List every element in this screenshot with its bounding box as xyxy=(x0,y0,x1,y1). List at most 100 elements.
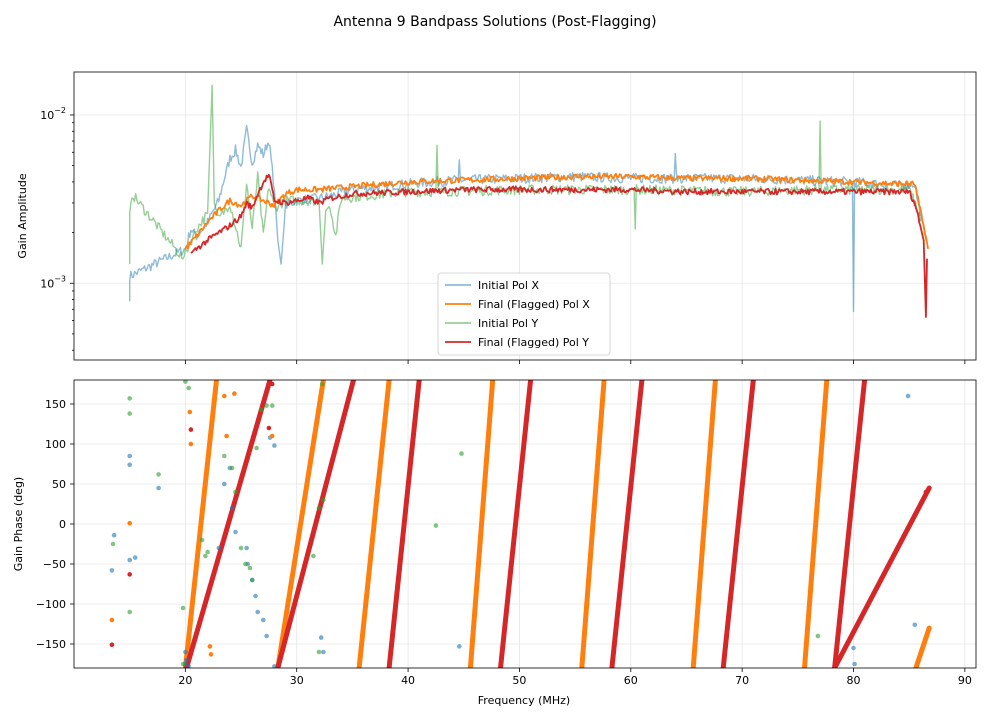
phase-point-final-flagged-pol-y-2 xyxy=(188,427,194,432)
phase-point-final-flagged-pol-y-4 xyxy=(269,381,275,387)
phase-wrap-segment-final-flagged-pol-x-6 xyxy=(802,380,830,668)
phase-point-initial-pol-y-23 xyxy=(311,553,316,559)
phase-point-initial-pol-y-18 xyxy=(249,577,255,583)
phase-point-initial-pol-y-13 xyxy=(229,465,235,471)
legend: Initial Pol X Final (Flagged) Pol X Init… xyxy=(437,272,611,356)
phase-wrap-segment-final-flagged-pol-x-1 xyxy=(275,380,326,668)
amplitude-y-label: Gain Amplitude xyxy=(16,173,29,258)
phase-y-tick-label--50: −50 xyxy=(43,558,66,571)
amplitude-line-final-flagged-pol-y xyxy=(190,173,928,318)
phase-wrap-segment-final-flagged-pol-x-4 xyxy=(579,380,607,668)
amplitude-y-tick-label-0: 10−2 xyxy=(40,106,66,122)
phase-point-initial-pol-y-27 xyxy=(321,497,326,503)
amplitude-axes-frame xyxy=(73,71,977,361)
phase-point-initial-pol-x-0 xyxy=(109,568,115,573)
phase-wrap-segment-final-flagged-pol-y-7 xyxy=(832,485,932,668)
phase-point-initial-pol-x-9 xyxy=(184,657,189,663)
phase-x-tick-label-40: 40 xyxy=(401,674,415,687)
phase-y-tick-label-0: 0 xyxy=(59,518,66,531)
phase-point-initial-pol-y-15 xyxy=(238,545,244,551)
phase-wrap-segment-final-flagged-pol-y-0 xyxy=(184,380,273,668)
amplitude-x-ticks xyxy=(184,360,966,364)
phase-series xyxy=(109,380,932,668)
phase-point-final-flagged-pol-x-0 xyxy=(127,520,132,526)
phase-point-initial-pol-y-1 xyxy=(127,396,132,401)
amplitude-line-initial-pol-y xyxy=(129,84,921,265)
phase-wrap-segment-final-flagged-pol-y-6 xyxy=(832,380,868,668)
phase-y-tick-label-100: 100 xyxy=(45,438,66,451)
phase-point-initial-pol-y-7 xyxy=(183,380,188,384)
phase-point-initial-pol-y-29 xyxy=(459,451,464,456)
phase-point-initial-pol-x-6 xyxy=(156,485,161,491)
phase-point-final-flagged-pol-y-0 xyxy=(109,642,115,648)
phase-point-initial-pol-y-6 xyxy=(180,661,186,667)
phase-point-final-flagged-pol-x-7 xyxy=(224,433,229,439)
amplitude-series xyxy=(129,84,929,318)
phase-point-initial-pol-x-19 xyxy=(253,593,258,599)
phase-point-initial-pol-x-29 xyxy=(851,645,856,651)
phase-x-tick-label-90: 90 xyxy=(958,674,972,687)
phase-point-initial-pol-x-32 xyxy=(905,393,911,399)
phase-grid xyxy=(74,380,976,668)
phase-point-final-flagged-pol-x-1 xyxy=(109,617,115,623)
phase-point-initial-pol-x-5 xyxy=(132,555,138,560)
phase-wrap-segment-final-flagged-pol-x-3 xyxy=(467,380,496,668)
phase-point-initial-pol-x-2 xyxy=(127,453,132,459)
phase-y-tick-label-50: 50 xyxy=(52,478,66,491)
legend-label-initial-pol-x: Initial Pol X xyxy=(478,279,539,292)
phase-point-initial-pol-y-11 xyxy=(205,549,210,555)
phase-point-initial-pol-x-3 xyxy=(127,462,132,468)
phase-point-final-flagged-pol-x-2 xyxy=(187,409,193,415)
amplitude-line-final-flagged-pol-x xyxy=(184,172,929,250)
legend-box xyxy=(437,272,611,356)
phase-x-tick-label-30: 30 xyxy=(290,674,304,687)
phase-point-final-flagged-pol-x-6 xyxy=(222,393,227,399)
legend-label-final-pol-x: Final (Flagged) Pol X xyxy=(478,298,590,311)
phase-x-tick-label-80: 80 xyxy=(847,674,861,687)
phase-point-initial-pol-x-7 xyxy=(183,649,188,655)
phase-point-initial-pol-y-4 xyxy=(156,472,161,477)
phase-wrap-segment-final-flagged-pol-x-5 xyxy=(690,380,718,668)
phase-point-initial-pol-x-25 xyxy=(272,664,277,668)
phase-point-initial-pol-y-12 xyxy=(222,453,227,459)
phase-point-initial-pol-x-4 xyxy=(127,557,132,563)
legend-label-final-pol-y: Final (Flagged) Pol Y xyxy=(478,336,589,349)
phase-point-initial-pol-y-10 xyxy=(203,553,208,559)
phase-wrap-segment-final-flagged-pol-y-3 xyxy=(498,380,534,668)
phase-point-initial-pol-x-21 xyxy=(261,617,266,623)
legend-label-initial-pol-y: Initial Pol Y xyxy=(478,317,538,330)
amplitude-y-tick-label-1: 10−3 xyxy=(40,274,66,290)
phase-point-initial-pol-y-25 xyxy=(316,649,322,655)
phase-x-tick-label-60: 60 xyxy=(624,674,638,687)
phase-wrap-segment-final-flagged-pol-y-5 xyxy=(720,380,756,668)
phase-point-initial-pol-x-24 xyxy=(272,443,277,448)
phase-wrap-segment-final-flagged-pol-y-2 xyxy=(386,380,422,668)
phase-point-initial-pol-y-8 xyxy=(186,385,191,391)
phase-y-tick-label--100: −100 xyxy=(36,598,66,611)
phase-point-final-flagged-pol-x-4 xyxy=(207,644,213,649)
phase-point-initial-pol-x-10 xyxy=(186,664,191,668)
phase-point-final-flagged-pol-x-8 xyxy=(232,391,237,396)
phase-point-initial-pol-y-5 xyxy=(180,605,186,611)
phase-y-tick-label-150: 150 xyxy=(45,398,66,411)
phase-point-initial-pol-x-26 xyxy=(318,635,324,640)
phase-wrap-segment-final-flagged-pol-x-0 xyxy=(182,380,219,668)
phase-x-tick-label-50: 50 xyxy=(512,674,526,687)
phase-point-initial-pol-y-20 xyxy=(258,407,264,412)
x-axis-label: Frequency (MHz) xyxy=(478,694,570,707)
phase-wrap-segment-final-flagged-pol-x-7 xyxy=(913,625,932,668)
phase-point-initial-pol-x-16 xyxy=(244,545,249,551)
phase-point-initial-pol-y-21 xyxy=(264,403,269,408)
phase-point-initial-pol-x-15 xyxy=(233,529,238,535)
phase-point-initial-pol-y-24 xyxy=(316,505,322,511)
amplitude-y-ticks: 10−2 10−3 xyxy=(40,106,74,351)
phase-point-initial-pol-y-9 xyxy=(199,537,205,543)
phase-point-initial-pol-y-19 xyxy=(254,445,259,451)
phase-point-final-flagged-pol-x-9 xyxy=(269,433,275,439)
phase-point-initial-pol-x-31 xyxy=(912,622,918,628)
phase-point-initial-pol-y-26 xyxy=(320,381,325,387)
phase-wraps-final-flagged-pol-x xyxy=(182,380,932,668)
phase-point-initial-pol-x-28 xyxy=(457,644,462,649)
phase-point-initial-pol-y-14 xyxy=(233,489,238,495)
